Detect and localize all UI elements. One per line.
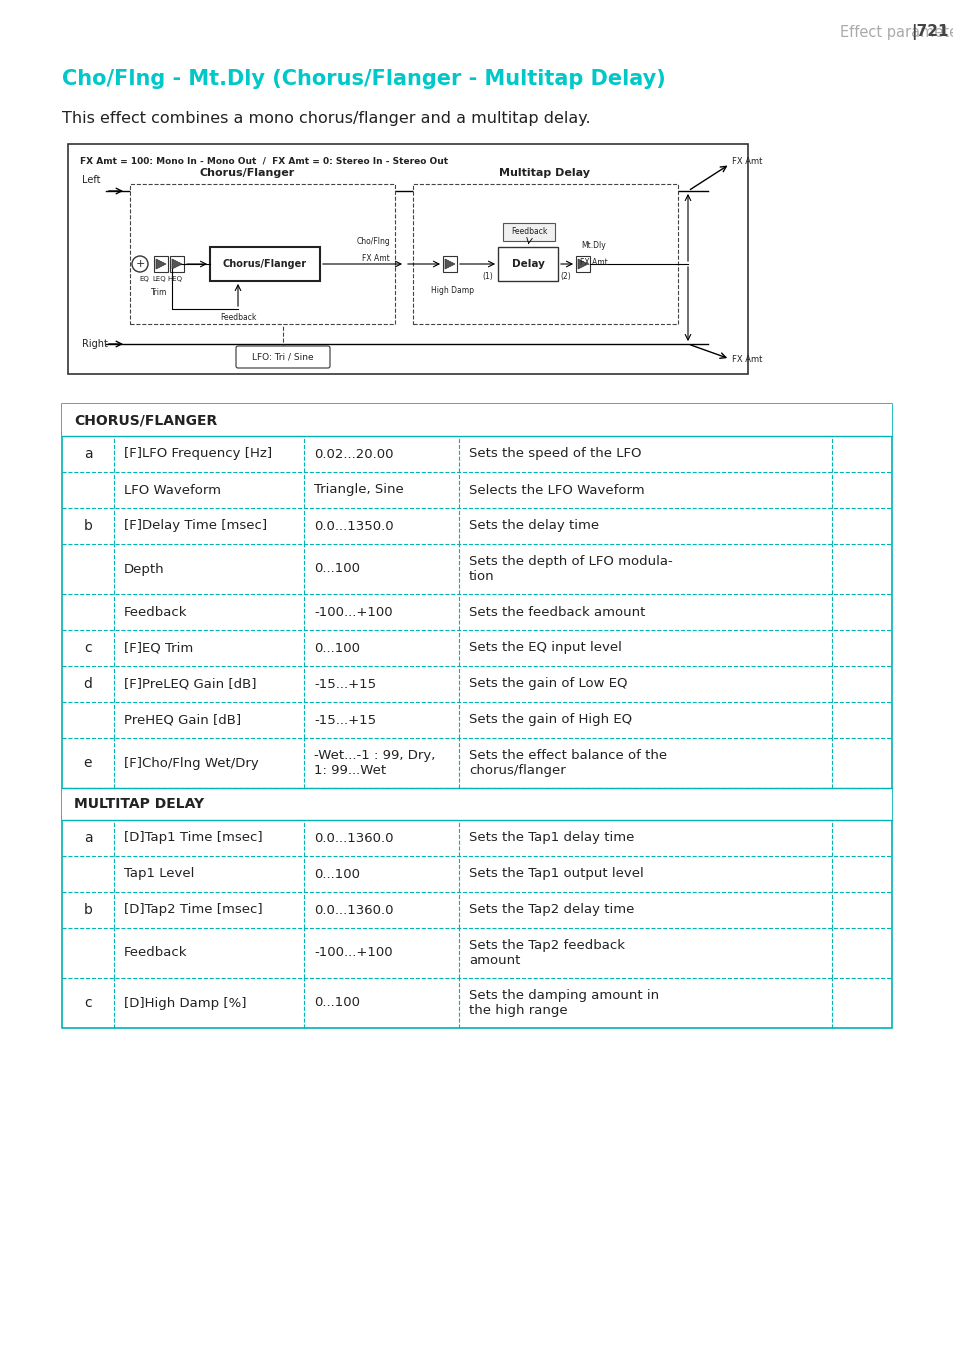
- Text: 0...100: 0...100: [314, 642, 359, 654]
- Text: 0.0...1360.0: 0.0...1360.0: [314, 903, 393, 917]
- Text: [D]Tap1 Time [msec]: [D]Tap1 Time [msec]: [124, 831, 262, 845]
- Text: Sets the speed of the LFO: Sets the speed of the LFO: [469, 448, 640, 460]
- Text: -Wet...-1 : 99, Dry,
1: 99...Wet: -Wet...-1 : 99, Dry, 1: 99...Wet: [314, 749, 435, 777]
- Text: HEQ: HEQ: [168, 276, 182, 282]
- Text: MULTITAP DELAY: MULTITAP DELAY: [74, 798, 204, 811]
- Text: Sets the Tap2 feedback
amount: Sets the Tap2 feedback amount: [469, 940, 624, 967]
- Text: Cho/Flng - Mt.Dly (Chorus/Flanger - Multitap Delay): Cho/Flng - Mt.Dly (Chorus/Flanger - Mult…: [62, 69, 665, 89]
- Text: Effect parameters: Effect parameters: [840, 24, 953, 39]
- Bar: [210, 246, 319, 282]
- Text: b: b: [84, 903, 92, 917]
- Text: Sets the feedback amount: Sets the feedback amount: [469, 605, 644, 619]
- Text: Selects the LFO Waveform: Selects the LFO Waveform: [469, 483, 644, 497]
- Text: 0.0...1350.0: 0.0...1350.0: [314, 520, 394, 532]
- Text: +: +: [135, 259, 145, 269]
- Bar: [62, 403, 891, 1028]
- Text: Sets the effect balance of the
chorus/flanger: Sets the effect balance of the chorus/fl…: [469, 749, 666, 777]
- Text: This effect combines a mono chorus/flanger and a multitap delay.: This effect combines a mono chorus/flang…: [62, 111, 590, 126]
- Polygon shape: [444, 259, 455, 269]
- Text: Right: Right: [82, 338, 108, 349]
- Text: Tap1 Level: Tap1 Level: [124, 868, 194, 880]
- Text: Mt.Dly: Mt.Dly: [581, 241, 606, 250]
- Text: [F]Cho/Flng Wet/Dry: [F]Cho/Flng Wet/Dry: [124, 757, 258, 769]
- Text: LFO Waveform: LFO Waveform: [124, 483, 221, 497]
- Text: Sets the delay time: Sets the delay time: [469, 520, 598, 532]
- Text: Sets the gain of Low EQ: Sets the gain of Low EQ: [469, 677, 627, 691]
- Text: e: e: [84, 756, 92, 770]
- Text: a: a: [84, 831, 92, 845]
- Text: 0...100: 0...100: [314, 562, 359, 575]
- Text: Feedback: Feedback: [510, 227, 547, 237]
- Text: Feedback: Feedback: [124, 946, 188, 960]
- Text: Sets the gain of High EQ: Sets the gain of High EQ: [469, 714, 632, 727]
- Circle shape: [132, 256, 148, 272]
- Text: FX Amt = 100: Mono In - Mono Out  /  FX Amt = 0: Stereo In - Stereo Out: FX Amt = 100: Mono In - Mono Out / FX Am…: [80, 156, 448, 165]
- Text: Sets the Tap2 delay time: Sets the Tap2 delay time: [469, 903, 634, 917]
- Text: [D]High Damp [%]: [D]High Damp [%]: [124, 997, 246, 1010]
- Text: PreHEQ Gain [dB]: PreHEQ Gain [dB]: [124, 714, 241, 727]
- Text: Sets the depth of LFO modula-
tion: Sets the depth of LFO modula- tion: [469, 555, 672, 584]
- Text: Chorus/Flanger: Chorus/Flanger: [199, 168, 294, 177]
- Text: 0.02...20.00: 0.02...20.00: [314, 448, 393, 460]
- Text: LFO: Tri / Sine: LFO: Tri / Sine: [252, 352, 314, 362]
- Text: LEQ: LEQ: [152, 276, 166, 282]
- FancyBboxPatch shape: [235, 347, 330, 368]
- Text: Chorus/Flanger: Chorus/Flanger: [223, 259, 307, 269]
- Bar: [497, 246, 558, 282]
- Text: CHORUS/FLANGER: CHORUS/FLANGER: [74, 413, 217, 427]
- Text: Cho/Flng: Cho/Flng: [355, 237, 390, 246]
- Bar: [68, 144, 747, 374]
- Text: Triangle, Sine: Triangle, Sine: [314, 483, 403, 497]
- Bar: [502, 223, 555, 241]
- Bar: [62, 403, 891, 436]
- Text: High Damp: High Damp: [431, 286, 474, 295]
- Polygon shape: [172, 259, 182, 269]
- Text: (1): (1): [482, 272, 493, 280]
- Text: Left: Left: [82, 175, 100, 185]
- Polygon shape: [578, 259, 587, 269]
- Text: c: c: [84, 997, 91, 1010]
- Bar: [442, 256, 456, 272]
- Text: Multitap Delay: Multitap Delay: [499, 168, 590, 177]
- Bar: [62, 788, 891, 821]
- Text: 0...100: 0...100: [314, 997, 359, 1010]
- Text: [F]LFO Frequency [Hz]: [F]LFO Frequency [Hz]: [124, 448, 272, 460]
- Text: -15...+15: -15...+15: [314, 714, 375, 727]
- Text: FX Amt: FX Amt: [362, 255, 390, 263]
- Text: Delay: Delay: [511, 259, 544, 269]
- Text: [F]EQ Trim: [F]EQ Trim: [124, 642, 193, 654]
- Text: Feedback: Feedback: [219, 313, 256, 322]
- Bar: [170, 256, 184, 272]
- Bar: [130, 184, 395, 324]
- Text: a: a: [84, 447, 92, 460]
- Bar: [576, 256, 589, 272]
- Text: 0...100: 0...100: [314, 868, 359, 880]
- Text: Sets the EQ input level: Sets the EQ input level: [469, 642, 621, 654]
- Text: Depth: Depth: [124, 562, 165, 575]
- Text: [F]PreLEQ Gain [dB]: [F]PreLEQ Gain [dB]: [124, 677, 256, 691]
- Text: FX Amt: FX Amt: [731, 157, 761, 167]
- Text: 0.0...1360.0: 0.0...1360.0: [314, 831, 393, 845]
- Text: Trim: Trim: [151, 288, 167, 297]
- Text: -100...+100: -100...+100: [314, 605, 393, 619]
- Text: c: c: [84, 640, 91, 655]
- Text: b: b: [84, 519, 92, 533]
- Polygon shape: [156, 259, 166, 269]
- Text: -100...+100: -100...+100: [314, 946, 393, 960]
- Text: Feedback: Feedback: [124, 605, 188, 619]
- Text: [F]Delay Time [msec]: [F]Delay Time [msec]: [124, 520, 267, 532]
- Text: Sets the Tap1 output level: Sets the Tap1 output level: [469, 868, 643, 880]
- Text: (2): (2): [559, 272, 570, 280]
- Bar: [153, 256, 168, 272]
- Text: |721: |721: [910, 24, 947, 41]
- Text: EQ: EQ: [139, 276, 149, 282]
- Text: FX Amt: FX Amt: [579, 259, 607, 267]
- Text: FX Amt: FX Amt: [731, 355, 761, 363]
- Text: Sets the damping amount in
the high range: Sets the damping amount in the high rang…: [469, 988, 659, 1017]
- Text: d: d: [84, 677, 92, 691]
- Bar: [413, 184, 678, 324]
- Text: -15...+15: -15...+15: [314, 677, 375, 691]
- Text: Sets the Tap1 delay time: Sets the Tap1 delay time: [469, 831, 634, 845]
- Text: [D]Tap2 Time [msec]: [D]Tap2 Time [msec]: [124, 903, 262, 917]
